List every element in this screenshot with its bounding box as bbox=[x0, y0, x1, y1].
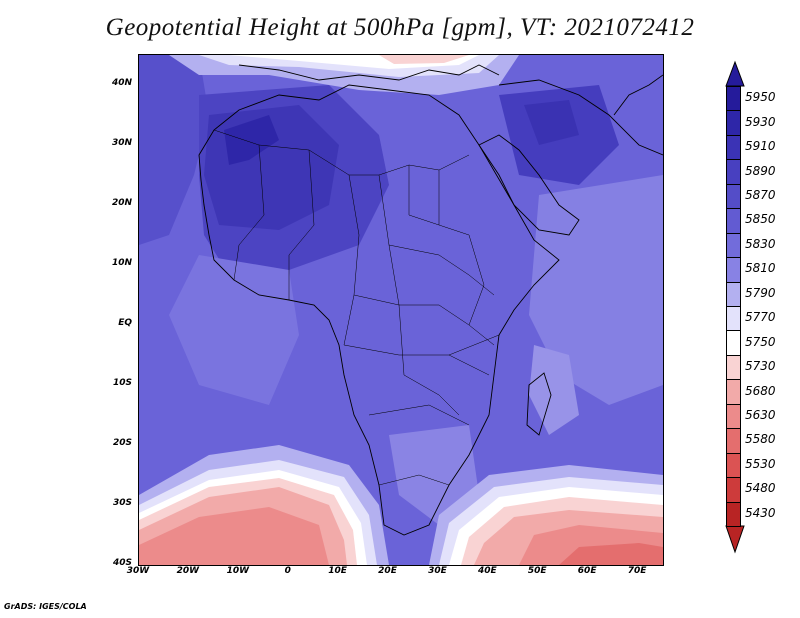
colorbar-swatch bbox=[726, 86, 741, 112]
colorbar-swatch bbox=[726, 208, 741, 234]
x-tick-label: 40E bbox=[477, 566, 497, 576]
x-tick-label: 0 bbox=[284, 566, 291, 576]
y-tick-label: 20S bbox=[112, 438, 132, 448]
colorbar-swatch bbox=[726, 134, 741, 161]
arabia-coastline bbox=[478, 134, 580, 236]
madagascar-coastline bbox=[526, 372, 552, 436]
colorbar-swatch bbox=[726, 452, 741, 479]
y-tick-label: 10S bbox=[112, 378, 132, 388]
colorbar-label: 5680 bbox=[745, 383, 776, 398]
geopotential-map bbox=[138, 54, 664, 566]
height-field-low-europe bbox=[379, 55, 469, 64]
caspian-coastline bbox=[613, 74, 663, 116]
x-tick-label: 10W bbox=[226, 566, 250, 576]
colorbar-label: 5430 bbox=[745, 505, 776, 520]
colorbar-top-extension bbox=[725, 60, 745, 87]
colorbar-label: 5530 bbox=[745, 456, 776, 471]
colorbar-swatch bbox=[726, 257, 741, 283]
y-tick-label: 30N bbox=[111, 138, 132, 148]
colorbar-label: 5810 bbox=[745, 261, 776, 276]
colorbar-swatch bbox=[726, 159, 741, 185]
colorbar-label: 5630 bbox=[745, 408, 776, 422]
height-field-light-south-africa bbox=[389, 425, 479, 525]
x-tick-label: 30E bbox=[428, 566, 447, 576]
x-tick-label: 70E bbox=[627, 566, 647, 576]
x-tick-label: 20E bbox=[378, 566, 397, 576]
map-canvas bbox=[139, 55, 663, 565]
africa-coastline bbox=[198, 84, 560, 536]
x-tick-label: 50E bbox=[527, 566, 547, 576]
colorbar bbox=[725, 60, 745, 554]
colorbar-bottom-extension bbox=[725, 525, 745, 554]
colorbar-label: 5770 bbox=[745, 310, 776, 325]
height-field-trough-se-band7 bbox=[559, 543, 663, 565]
height-field-light-indian-ocean bbox=[529, 175, 663, 405]
colorbar-swatch bbox=[726, 330, 741, 356]
x-tick-label: 30W bbox=[126, 566, 150, 576]
y-tick-label: 40S bbox=[112, 558, 132, 568]
colorbar-label: 5750 bbox=[745, 334, 776, 349]
y-tick-label: 30S bbox=[112, 498, 132, 508]
colorbar-label: 5950 bbox=[745, 90, 776, 105]
colorbar-swatch bbox=[726, 281, 741, 307]
colorbar-swatch bbox=[726, 232, 741, 259]
colorbar-label: 5730 bbox=[745, 359, 776, 374]
colorbar-label: 5890 bbox=[745, 163, 776, 178]
colorbar-swatch bbox=[726, 183, 741, 210]
height-field-trough-sw-band6 bbox=[139, 507, 329, 565]
colorbar-label: 5930 bbox=[745, 114, 776, 129]
europe-coastline bbox=[238, 64, 500, 81]
colorbar-label: 5850 bbox=[745, 212, 776, 227]
footer-credit: GrADS: IGES/COLA bbox=[4, 602, 87, 611]
y-tick-label: EQ bbox=[118, 318, 132, 328]
y-tick-label: 10N bbox=[111, 258, 132, 268]
height-field-high-iran bbox=[524, 100, 579, 145]
colorbar-swatch bbox=[726, 306, 741, 332]
colorbar-label: 5580 bbox=[745, 432, 776, 447]
colorbar-swatch bbox=[726, 501, 741, 527]
colorbar-swatch bbox=[726, 477, 741, 503]
x-tick-label: 10E bbox=[328, 566, 347, 576]
colorbar-swatch bbox=[726, 379, 741, 405]
x-tick-label: 60E bbox=[577, 566, 597, 576]
height-field-light-south-atlantic bbox=[169, 255, 299, 405]
country-borders bbox=[213, 129, 500, 486]
asia-coastline bbox=[498, 79, 663, 156]
colorbar-swatch bbox=[726, 354, 741, 381]
colorbar-label: 5790 bbox=[745, 285, 776, 300]
y-tick-label: 20N bbox=[111, 198, 132, 208]
coastlines bbox=[198, 64, 663, 536]
colorbar-label: 5830 bbox=[745, 236, 776, 251]
colorbar-swatch bbox=[726, 403, 741, 430]
height-field-max-morocco bbox=[224, 115, 279, 165]
colorbar-label: 5910 bbox=[745, 139, 776, 154]
map-title: Geopotential Height at 500hPa [gpm], VT:… bbox=[105, 14, 695, 41]
y-tick-label: 40N bbox=[111, 78, 132, 88]
height-field-light-madagascar bbox=[529, 345, 579, 435]
height-field-high-ocean bbox=[139, 55, 209, 245]
colorbar-swatch bbox=[726, 110, 741, 136]
colorbar-label: 5870 bbox=[745, 188, 776, 202]
colorbar-label: 5480 bbox=[745, 481, 776, 496]
x-tick-label: 20W bbox=[176, 566, 200, 576]
colorbar-swatch bbox=[726, 428, 741, 454]
